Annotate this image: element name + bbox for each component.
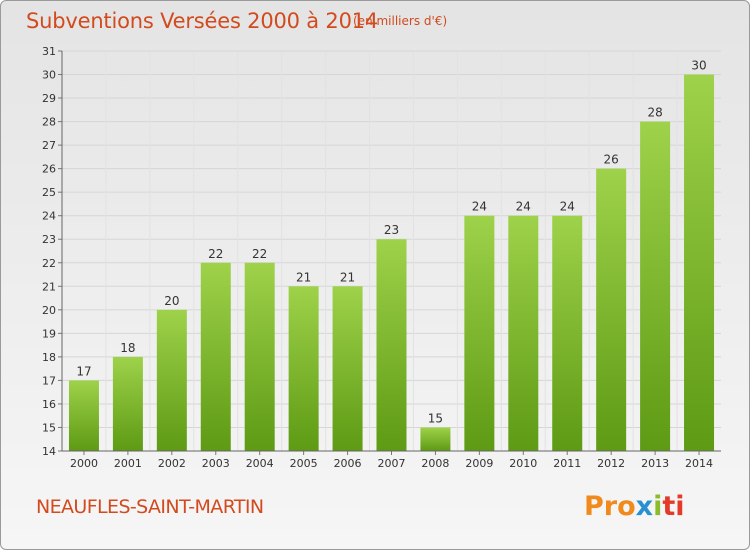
bar-2011 (552, 215, 583, 451)
x-tick-label-2001: 2001 (114, 457, 142, 470)
bar-2010 (508, 215, 539, 451)
x-tick-label-2008: 2008 (421, 457, 449, 470)
y-tick-label: 14 (42, 445, 56, 458)
y-tick-label: 26 (42, 163, 56, 176)
y-tick-label: 15 (42, 421, 56, 434)
y-tick-label: 19 (42, 327, 56, 340)
value-label-2010: 24 (516, 200, 531, 214)
y-tick-label: 25 (42, 186, 56, 199)
labels: 14 15 16 17 18 19 20 21 22 23 24 25 26 27 28 29 30 31 17 20… (42, 45, 713, 470)
proxiti-logo: Proxiti (584, 491, 685, 522)
value-label-2000: 17 (76, 364, 91, 378)
value-label-2009: 24 (472, 200, 487, 214)
logo-part-1: Pro (584, 491, 636, 522)
bar-2012 (596, 168, 627, 451)
y-tick-label: 17 (42, 374, 56, 387)
bar-2013 (640, 121, 671, 452)
logo-part-3: i (653, 491, 663, 522)
value-label-2006: 21 (340, 270, 355, 284)
value-label-2012: 26 (604, 153, 619, 167)
y-tick-label: 30 (42, 69, 56, 82)
bar-2009 (464, 215, 495, 451)
bar-2001 (112, 356, 143, 451)
value-label-2011: 24 (560, 200, 575, 214)
bar-2008 (420, 427, 451, 451)
logo-part-2: x (635, 491, 654, 522)
bars (68, 74, 715, 452)
logo-part-4: ti (662, 491, 685, 522)
bar-2014 (684, 74, 715, 451)
x-tick-label-2010: 2010 (509, 457, 537, 470)
x-tick-label-2002: 2002 (158, 457, 186, 470)
value-label-2007: 23 (384, 223, 399, 237)
x-tick-label-2000: 2000 (70, 457, 98, 470)
bar-2005 (288, 286, 319, 451)
chart-title: Subventions Versées 2000 à 2014 (26, 9, 379, 33)
x-tick-label-2011: 2011 (553, 457, 581, 470)
bar-2004 (244, 262, 275, 451)
y-tick-label: 23 (42, 233, 56, 246)
x-tick-label-2004: 2004 (246, 457, 274, 470)
commune-name: NEAUFLES-SAINT-MARTIN (36, 496, 264, 518)
chart-subtitle: (en milliers d'€) (353, 14, 448, 28)
y-tick-label: 24 (42, 210, 56, 223)
x-tick-label-2013: 2013 (641, 457, 669, 470)
axes (58, 50, 721, 455)
x-tick-label-2006: 2006 (334, 457, 362, 470)
value-label-2003: 22 (208, 247, 223, 261)
value-label-2013: 28 (647, 106, 662, 120)
y-tick-label: 18 (42, 351, 56, 364)
value-label-2001: 18 (120, 341, 135, 355)
y-tick-label: 28 (42, 116, 56, 129)
x-tick-label-2005: 2005 (290, 457, 318, 470)
x-tick-label-2014: 2014 (685, 457, 713, 470)
y-tick-label: 16 (42, 398, 56, 411)
bar-2006 (332, 286, 363, 451)
bar-2002 (156, 309, 187, 451)
x-tick-label-2009: 2009 (465, 457, 493, 470)
y-tick-label: 31 (42, 45, 56, 58)
value-label-2014: 30 (691, 59, 706, 73)
x-tick-label-2012: 2012 (597, 457, 625, 470)
value-label-2008: 15 (428, 411, 443, 425)
y-tick-label: 22 (42, 257, 56, 270)
y-tick-label: 29 (42, 92, 56, 105)
y-tick-label: 20 (42, 304, 56, 317)
value-label-2005: 21 (296, 270, 311, 284)
y-tick-label: 21 (42, 280, 56, 293)
x-tick-label-2007: 2007 (378, 457, 406, 470)
bar-2000 (68, 380, 99, 451)
bar-2003 (200, 262, 231, 451)
bar-2007 (376, 239, 407, 451)
value-label-2002: 20 (164, 294, 179, 308)
y-tick-label: 27 (42, 139, 56, 152)
x-tick-label-2003: 2003 (202, 457, 230, 470)
value-label-2004: 22 (252, 247, 267, 261)
